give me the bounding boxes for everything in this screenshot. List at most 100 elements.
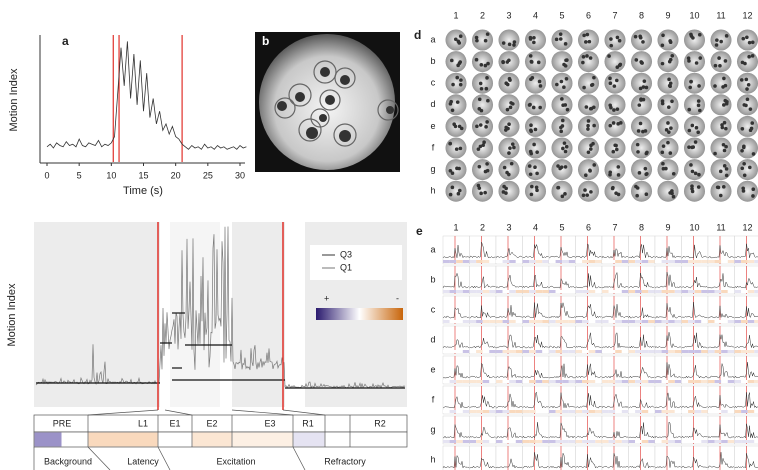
segment-color [456,260,463,263]
segment-color [734,410,742,413]
segment-color [635,290,642,293]
embryo [562,85,566,90]
well [578,29,599,51]
embryo [724,144,728,149]
embryo [581,54,586,59]
embryo [744,103,748,108]
segment-label: E1 [169,418,180,428]
trace [522,422,549,439]
segment-color [641,320,649,323]
segment-color [668,380,675,383]
segment-color [529,440,536,443]
trace [601,369,629,379]
segment-color [674,410,682,413]
embryo [694,61,699,65]
segment-color [621,260,629,263]
segment-color [482,410,490,413]
segment-color [449,410,457,413]
embryo [560,97,564,101]
embryo [589,147,593,151]
embryo [635,142,640,147]
well [551,180,573,202]
embryo [661,161,665,166]
segment-color [701,320,708,323]
phase-label: Latency [127,456,159,466]
embryo [724,167,729,171]
segment-color [694,380,702,383]
embryo [614,143,618,148]
cell [469,325,497,355]
embryo [612,108,616,112]
embryo [533,165,537,170]
segment-color [648,440,655,443]
segment-color [496,350,503,353]
cell [707,385,735,415]
embryo [634,58,639,62]
segment-color [708,320,715,323]
trace [707,245,734,259]
segment-color [575,440,583,443]
segment-color [482,260,490,263]
column-label: 3 [506,10,511,20]
embryo [744,77,749,82]
well [684,51,705,73]
embryo [724,126,728,131]
segment-color [754,410,758,413]
segment-color [694,260,702,263]
cell [681,295,709,325]
segment-color [648,350,655,353]
segment-color [608,290,616,293]
row-label: h [430,454,435,464]
embryo [559,79,564,84]
trace [654,272,682,289]
segment-color [628,440,636,443]
embryo [611,185,615,190]
segment-color [747,410,755,413]
segment-color [462,290,470,293]
embryo [722,120,727,125]
column-label: 9 [665,10,670,20]
segment-label: E3 [264,418,275,428]
trace [601,332,629,349]
segment-color [529,320,536,323]
well [498,72,520,94]
embryo [714,43,719,47]
trace [654,362,681,379]
well [737,137,758,159]
scale-label: + [324,293,329,303]
phase-label: Refractory [324,456,366,466]
segment-color [661,410,669,413]
segment-color [575,260,583,263]
segment-color [615,440,622,443]
segment-color [648,410,655,413]
segment-color [595,320,602,323]
trace [734,423,758,439]
embryo [562,62,566,67]
embryo [483,63,488,68]
embryo [745,35,749,40]
segment-color [582,380,589,383]
segment-color [701,380,708,383]
row-label: a [430,244,435,254]
segment-color [502,350,510,353]
column-label: 11 [716,10,725,20]
segment-color [668,440,675,443]
embryo [535,150,539,154]
embryo [718,63,722,68]
embryo [668,57,673,62]
segment-color [535,440,543,443]
segment-color [727,260,735,263]
trace [575,304,602,319]
trace [734,243,758,259]
embryo [612,84,617,88]
embryo [723,98,728,103]
segment-color [549,440,556,443]
cell [628,235,656,265]
segment-color [443,410,450,413]
segment-color [628,380,636,383]
segment-color [701,440,708,443]
segment-color [515,350,523,353]
trace [575,393,602,409]
segment-color [741,410,748,413]
embryo [615,107,620,111]
